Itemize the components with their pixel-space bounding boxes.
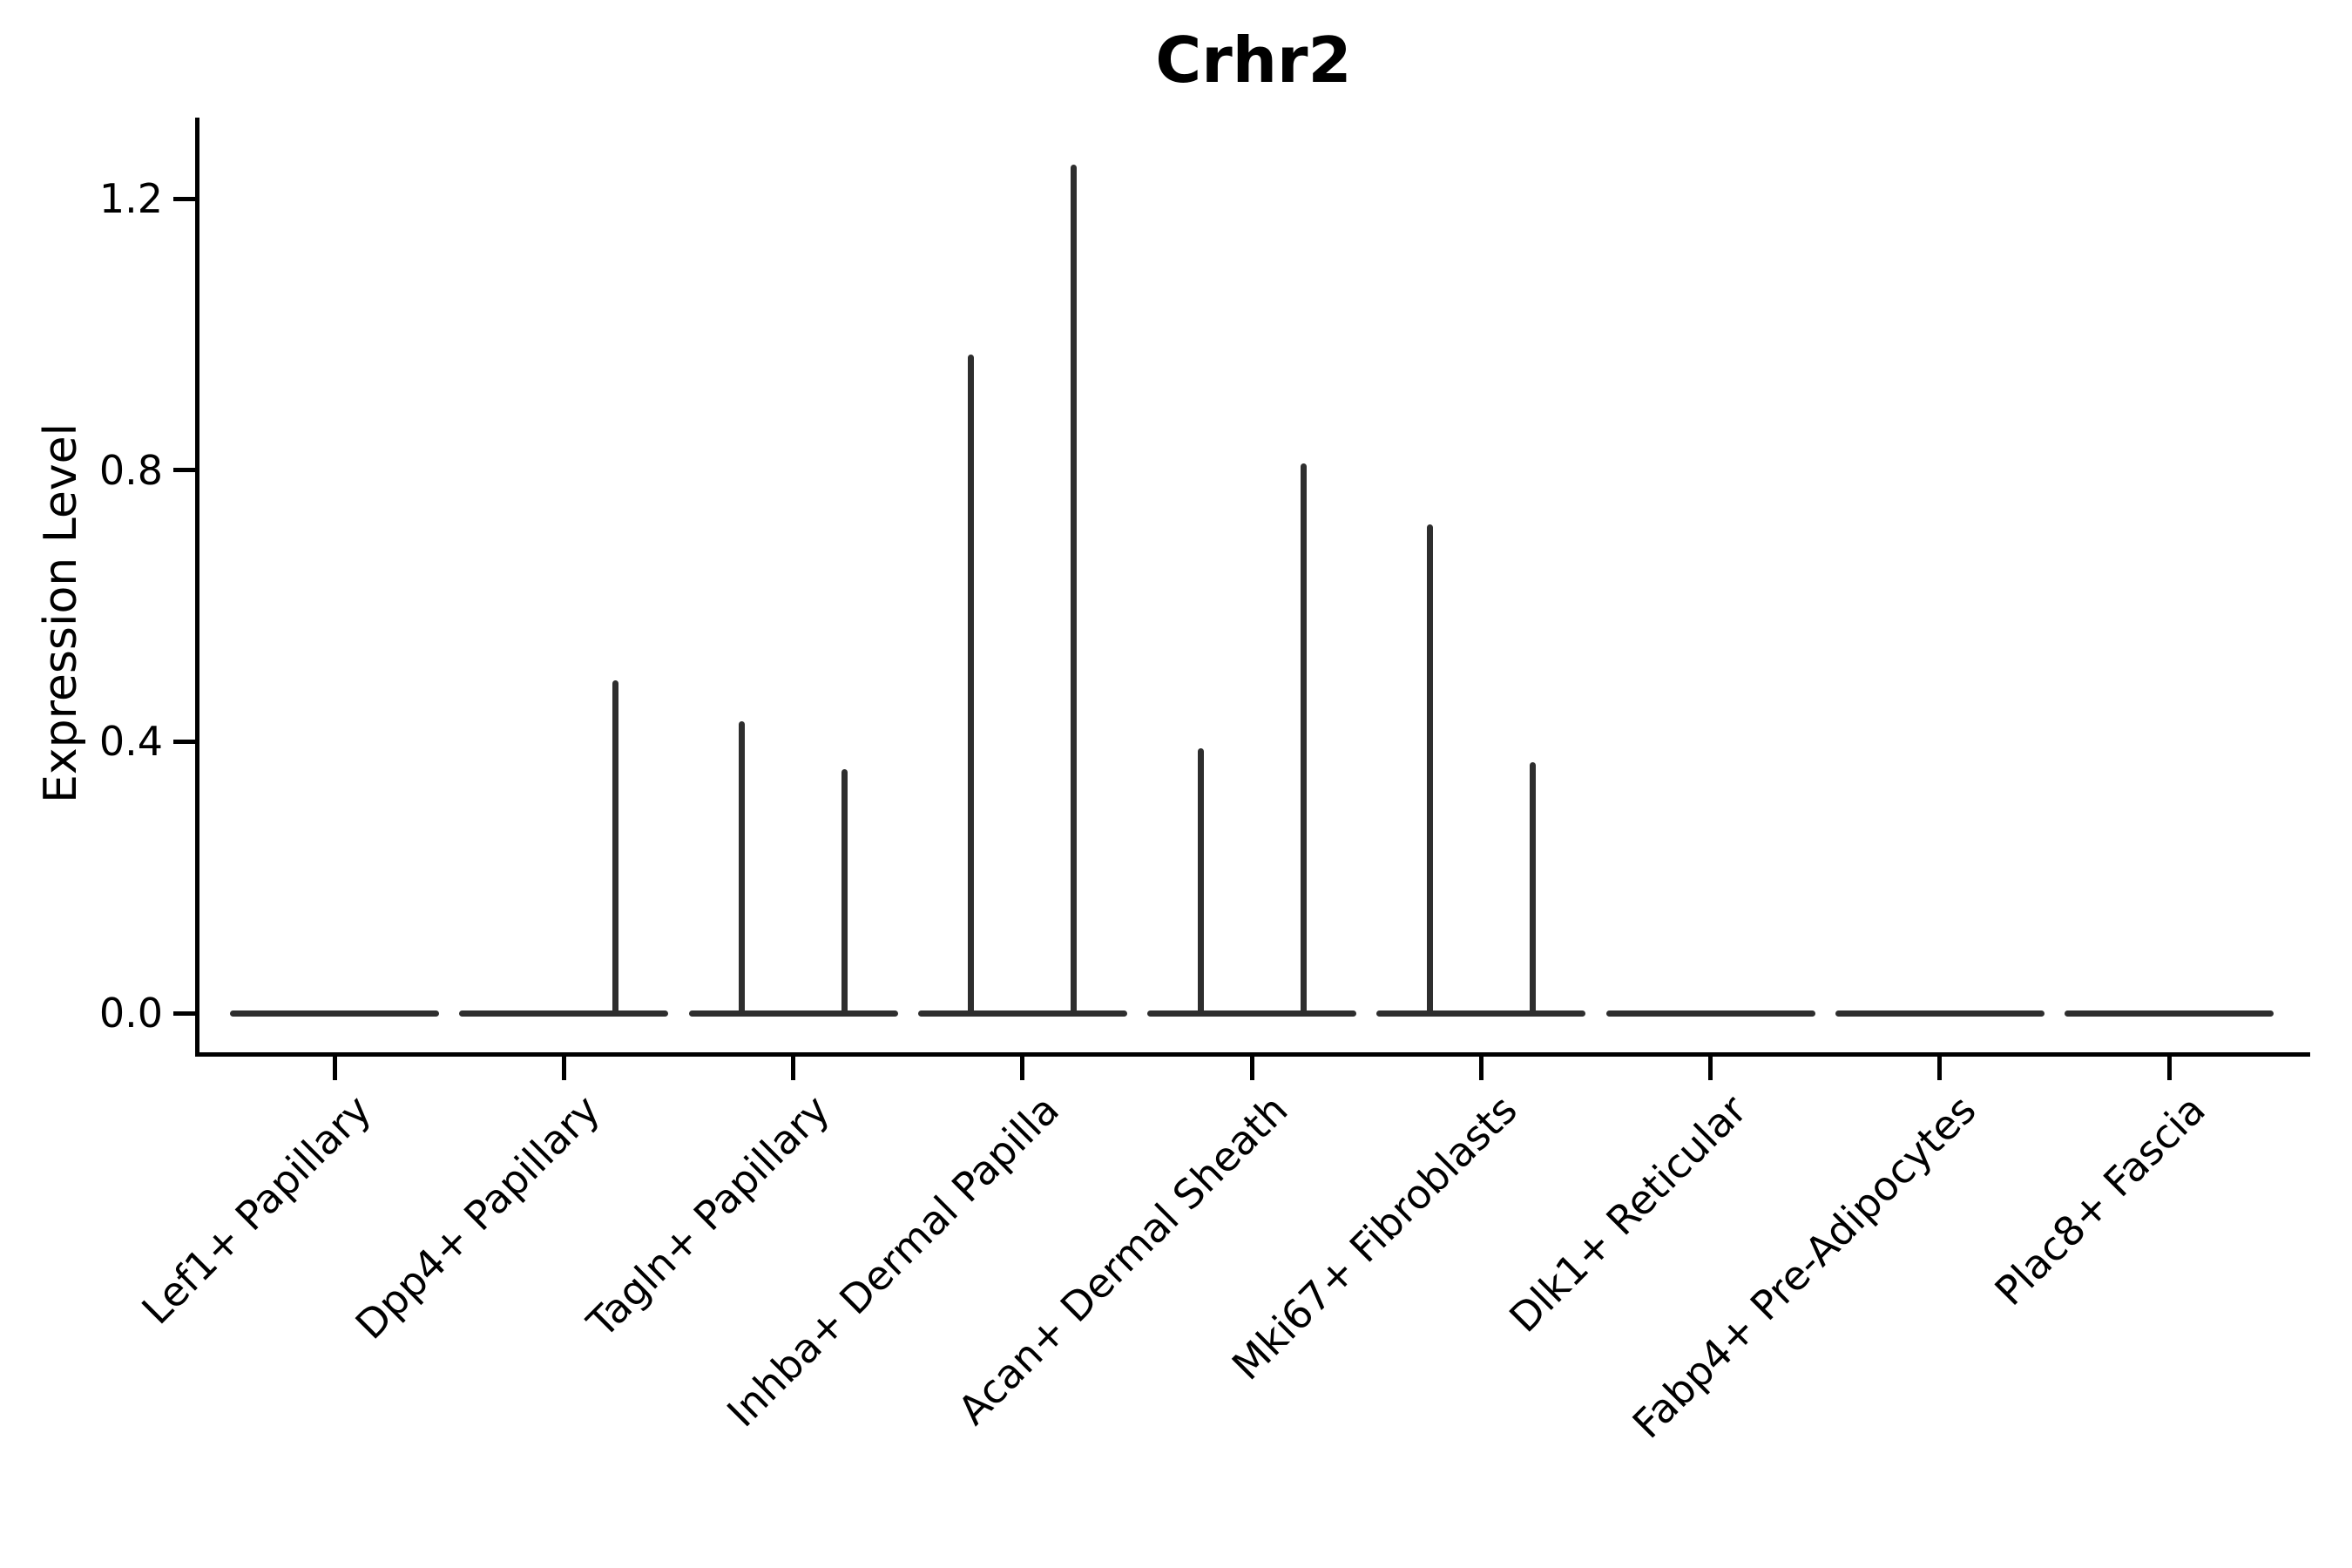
x-tick-label: Lef1+ Papillary [132, 1085, 380, 1334]
x-tick-label: Tagln+ Papillary [578, 1085, 839, 1347]
violin-spike [1300, 463, 1307, 1013]
violin-baseline [688, 1010, 898, 1017]
y-tick-label: 1.2 [98, 175, 163, 223]
violin-spike [1197, 748, 1204, 1013]
y-axis-label: Expression Level [35, 422, 87, 804]
y-tick-label: 0.4 [98, 718, 163, 766]
violin-spike [841, 768, 848, 1013]
violin-spike [1426, 524, 1433, 1013]
x-tick-label: Dpp4+ Papillary [346, 1085, 610, 1348]
violin-baseline [917, 1010, 1127, 1017]
x-tick-mark [1937, 1054, 1943, 1080]
y-tick-label: 0.0 [98, 990, 163, 1037]
x-tick-label: Plac8+ Fascia [1985, 1085, 2214, 1315]
x-tick-mark [2166, 1054, 2172, 1080]
x-tick-mark [1249, 1054, 1254, 1080]
violin-spike [968, 355, 975, 1013]
x-tick-mark [561, 1054, 566, 1080]
plot-title: Crhr2 [1155, 24, 1352, 97]
y-axis-spine [195, 118, 199, 1057]
x-tick-mark [1478, 1054, 1484, 1080]
y-tick-mark [173, 196, 198, 201]
violin-baseline [1147, 1010, 1356, 1017]
violin-baseline [2065, 1010, 2274, 1017]
y-tick-label: 0.8 [98, 446, 163, 494]
violin-spike [1071, 165, 1078, 1013]
violin-spike [612, 680, 618, 1013]
violin-spike [1529, 761, 1536, 1013]
violin-baseline [459, 1010, 669, 1017]
violin-baseline [1605, 1010, 1815, 1017]
violin-baseline [230, 1010, 439, 1017]
x-tick-mark [1708, 1054, 1713, 1080]
y-tick-mark [173, 1010, 198, 1016]
violin-baseline [1376, 1010, 1586, 1017]
x-tick-mark [1020, 1054, 1025, 1080]
x-tick-mark [332, 1054, 337, 1080]
violin-spike [739, 721, 745, 1013]
y-tick-mark [173, 468, 198, 473]
y-tick-mark [173, 739, 198, 744]
x-tick-label: Dlk1+ Reticular [1500, 1085, 1756, 1342]
x-tick-mark [791, 1054, 795, 1080]
violin-baseline [1835, 1010, 2044, 1017]
